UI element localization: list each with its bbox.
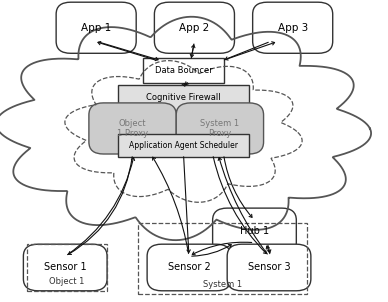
Text: App 1: App 1 bbox=[81, 23, 111, 33]
Text: Sensor 3: Sensor 3 bbox=[248, 262, 290, 272]
FancyBboxPatch shape bbox=[23, 244, 107, 291]
Text: Sensor 1: Sensor 1 bbox=[44, 262, 87, 272]
FancyBboxPatch shape bbox=[213, 208, 296, 255]
FancyBboxPatch shape bbox=[89, 103, 176, 154]
FancyBboxPatch shape bbox=[176, 103, 263, 154]
Text: App 2: App 2 bbox=[179, 23, 210, 33]
FancyBboxPatch shape bbox=[56, 2, 136, 53]
FancyBboxPatch shape bbox=[147, 244, 231, 291]
Text: Object 1: Object 1 bbox=[49, 277, 85, 286]
FancyBboxPatch shape bbox=[144, 58, 223, 83]
Text: App 3: App 3 bbox=[277, 23, 308, 33]
FancyBboxPatch shape bbox=[253, 2, 333, 53]
Text: System 1: System 1 bbox=[203, 280, 242, 289]
FancyBboxPatch shape bbox=[118, 134, 249, 157]
Text: Hub 1: Hub 1 bbox=[240, 226, 269, 236]
Text: Object
1 Proxy: Object 1 Proxy bbox=[117, 119, 148, 138]
Text: Application Agent Scheduler: Application Agent Scheduler bbox=[129, 141, 238, 150]
FancyBboxPatch shape bbox=[118, 85, 249, 111]
Text: System 1
Proxy: System 1 Proxy bbox=[200, 119, 239, 138]
FancyBboxPatch shape bbox=[154, 2, 234, 53]
Text: Sensor 2: Sensor 2 bbox=[168, 262, 210, 272]
Text: Data Bouncer: Data Bouncer bbox=[155, 66, 212, 75]
FancyBboxPatch shape bbox=[227, 244, 311, 291]
Text: Cognitive Firewall: Cognitive Firewall bbox=[146, 93, 221, 102]
